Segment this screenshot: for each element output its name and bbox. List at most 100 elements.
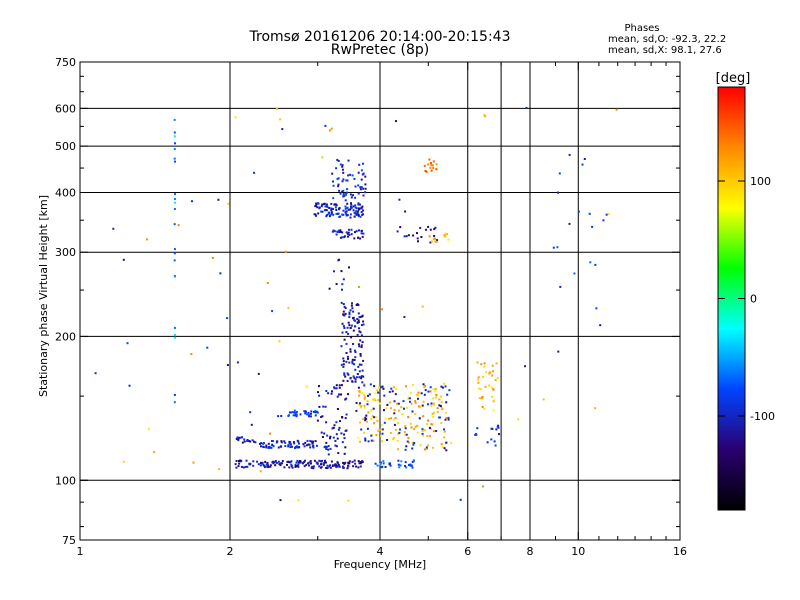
data-point <box>330 208 333 211</box>
data-point <box>323 446 326 449</box>
data-point <box>322 463 325 466</box>
data-point <box>320 431 323 434</box>
data-point <box>338 465 341 468</box>
data-point <box>414 400 417 403</box>
data-point <box>314 411 317 414</box>
y-tick-label: 75 <box>62 534 76 547</box>
data-point <box>383 409 385 412</box>
data-point <box>292 414 295 417</box>
data-points <box>94 106 618 502</box>
data-point <box>211 256 214 259</box>
data-point <box>351 302 353 305</box>
data-point <box>417 240 419 243</box>
data-point <box>353 459 356 462</box>
data-point <box>358 389 361 392</box>
data-point <box>356 210 359 213</box>
data-point <box>357 312 360 315</box>
data-point <box>491 395 493 398</box>
data-point <box>287 445 290 448</box>
data-point <box>354 325 356 328</box>
data-point <box>421 430 424 432</box>
data-point <box>414 413 417 415</box>
data-point <box>406 440 409 443</box>
data-point <box>191 200 193 203</box>
data-point <box>174 275 176 278</box>
data-point <box>424 448 427 451</box>
data-point <box>441 386 444 389</box>
data-point <box>341 180 344 183</box>
data-point <box>357 215 360 217</box>
data-point <box>405 235 408 238</box>
data-point <box>388 463 391 466</box>
data-point <box>248 440 250 442</box>
data-point <box>334 440 337 442</box>
data-point <box>362 359 365 362</box>
data-point <box>360 229 363 232</box>
data-point <box>364 439 367 442</box>
data-point <box>297 465 300 468</box>
data-point <box>338 231 341 234</box>
data-point <box>445 401 448 404</box>
data-point <box>146 238 148 241</box>
data-point <box>342 209 345 212</box>
data-point <box>362 209 365 212</box>
data-point <box>345 360 348 363</box>
data-point <box>364 437 367 440</box>
data-point <box>363 404 366 407</box>
data-point <box>342 213 345 216</box>
data-point <box>246 465 249 468</box>
data-point <box>374 399 377 402</box>
data-point <box>399 226 402 229</box>
data-point <box>313 459 316 462</box>
data-point <box>358 207 360 210</box>
data-point <box>387 417 390 420</box>
data-point <box>357 236 360 239</box>
data-point <box>338 384 341 387</box>
data-point <box>297 499 300 502</box>
data-point <box>313 213 316 216</box>
data-point <box>353 359 356 361</box>
data-point <box>271 310 274 313</box>
data-point <box>435 430 438 432</box>
data-point <box>403 431 406 434</box>
data-point <box>374 462 377 465</box>
data-point <box>480 397 483 400</box>
data-point <box>360 428 363 431</box>
data-point <box>335 387 338 390</box>
data-point <box>402 400 405 403</box>
data-point <box>312 440 315 443</box>
data-point <box>350 336 353 339</box>
y-tick-label: 500 <box>55 140 76 153</box>
data-point <box>323 202 326 205</box>
data-point <box>443 436 446 439</box>
data-point <box>226 317 229 320</box>
data-point <box>403 316 406 318</box>
data-point <box>374 392 377 395</box>
data-point <box>361 341 364 344</box>
data-point <box>324 405 327 408</box>
data-point <box>488 384 491 387</box>
data-point <box>325 446 328 448</box>
data-point <box>444 385 447 388</box>
data-point <box>441 407 444 410</box>
data-point <box>245 459 248 462</box>
data-point <box>431 164 434 167</box>
data-point <box>347 208 350 211</box>
data-point <box>296 459 299 462</box>
data-point <box>360 186 363 189</box>
y-tick-label: 300 <box>55 246 76 259</box>
data-point <box>354 231 356 234</box>
data-point <box>337 231 340 233</box>
data-point <box>342 195 345 198</box>
data-point <box>321 210 324 213</box>
data-point <box>483 365 486 368</box>
data-point <box>481 485 484 488</box>
data-point <box>352 465 355 468</box>
data-point <box>434 226 437 229</box>
data-point <box>433 234 436 237</box>
data-point <box>341 236 344 239</box>
data-point <box>354 368 357 371</box>
data-point <box>440 421 443 424</box>
data-point <box>206 346 209 349</box>
data-point <box>426 434 429 437</box>
